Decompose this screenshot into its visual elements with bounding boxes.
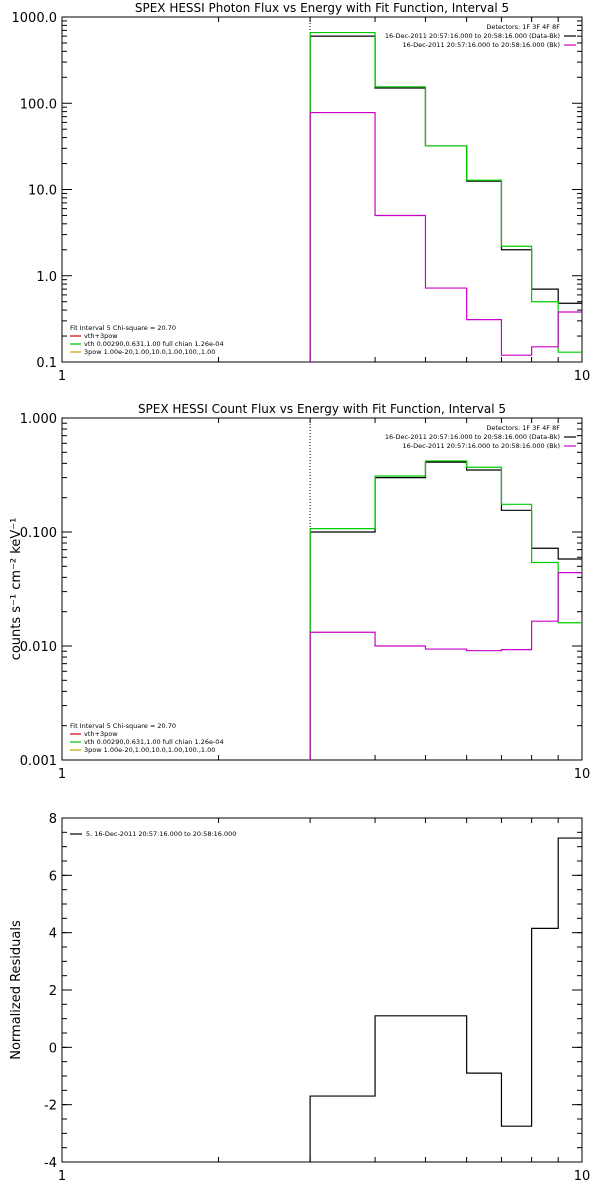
x-tick-label: 10 <box>574 1169 591 1184</box>
y-tick-label: -2 <box>44 1099 57 1114</box>
chart-title: SPEX HESSI Photon Flux vs Energy with Fi… <box>135 1 509 15</box>
legend-text: vth 0.00290,0.631,1.00 full chian 1.26e-… <box>84 738 224 746</box>
panel-1: SPEX HESSI Photon Flux vs Energy with Fi… <box>12 1 591 384</box>
legend-text: Detectors: 1F 3F 4F 8F <box>486 424 560 432</box>
legend-text: 16-Dec-2011 20:57:16.000 to 20:58:16.000… <box>403 41 561 49</box>
legend-text: vth 0.00290,0.631,1.00 full chian 1.26e-… <box>84 340 224 348</box>
legend-text: 5. 16-Dec-2011 20:57:16.000 to 20:58:16.… <box>86 830 236 838</box>
legend-text: Fit Interval 5 Chi-square = 20.70 <box>70 324 176 332</box>
plot-frame <box>61 817 583 1163</box>
y-tick-label: 0.1 <box>36 356 57 371</box>
legend-text: Detectors: 1F 3F 4F 8F <box>486 23 560 31</box>
plot-frame <box>61 417 583 761</box>
panel-2: SPEX HESSI Count Flux vs Energy with Fit… <box>9 402 590 782</box>
y-tick-label: 1.000 <box>20 412 57 427</box>
y-tick-label: 0 <box>49 1041 57 1056</box>
y-axis-label: counts s⁻¹ cm⁻² keV⁻¹ <box>9 518 24 661</box>
series-step-line <box>309 460 582 760</box>
legend-text: 16-Dec-2011 20:57:16.000 to 20:58:16.000… <box>385 433 560 441</box>
x-tick-label: 1 <box>58 767 66 782</box>
y-tick-label: 0.010 <box>20 640 57 655</box>
y-tick-label: 8 <box>49 812 57 827</box>
panel-3: Normalized Residuals 1 10 -4 -2 0 2 4 6 8 5. 16-De… <box>9 812 590 1184</box>
x-tick-label: 1 <box>58 1169 66 1184</box>
series-step-line <box>309 572 582 760</box>
x-tick-label: 10 <box>574 369 591 384</box>
y-tick-label: 4 <box>49 927 57 942</box>
legend-text: 3pow 1.00e-20,1.00,10.0,1.00,100.,1.00 <box>84 348 215 356</box>
series-step-line <box>309 461 582 760</box>
x-tick-label: 10 <box>574 767 591 782</box>
series-step-line <box>309 111 582 362</box>
y-tick-label: 2 <box>49 984 57 999</box>
plot-frame <box>61 16 583 363</box>
chart-title: SPEX HESSI Count Flux vs Energy with Fit… <box>138 402 506 416</box>
y-tick-label: 0.001 <box>20 754 57 769</box>
y-tick-label: -4 <box>44 1156 57 1171</box>
y-axis-label: Normalized Residuals <box>9 920 24 1060</box>
y-tick-label: 1000.0 <box>12 11 58 26</box>
series-step-line <box>309 31 582 362</box>
y-tick-label: 6 <box>49 869 57 884</box>
series-step-line <box>309 837 582 1162</box>
y-tick-label: 100.0 <box>20 97 57 112</box>
legend-text: 3pow 1.00e-20,1.00,10.0,1.00,100.,1.00 <box>84 746 215 754</box>
y-tick-label: 0.100 <box>20 526 57 541</box>
legend-text: vth+3pow <box>84 730 118 738</box>
legend-text: 16-Dec-2011 20:57:16.000 to 20:58:16.000… <box>385 32 560 40</box>
y-tick-label: 1.0 <box>36 270 57 285</box>
legend-text: vth+3pow <box>84 332 118 340</box>
series-step-line <box>309 35 582 362</box>
x-tick-label: 1 <box>58 369 66 384</box>
legend-text: 16-Dec-2011 20:57:16.000 to 20:58:16.000… <box>403 442 561 450</box>
legend-text: Fit Interval 5 Chi-square = 20.70 <box>70 722 176 730</box>
y-tick-label: 10.0 <box>28 184 57 199</box>
